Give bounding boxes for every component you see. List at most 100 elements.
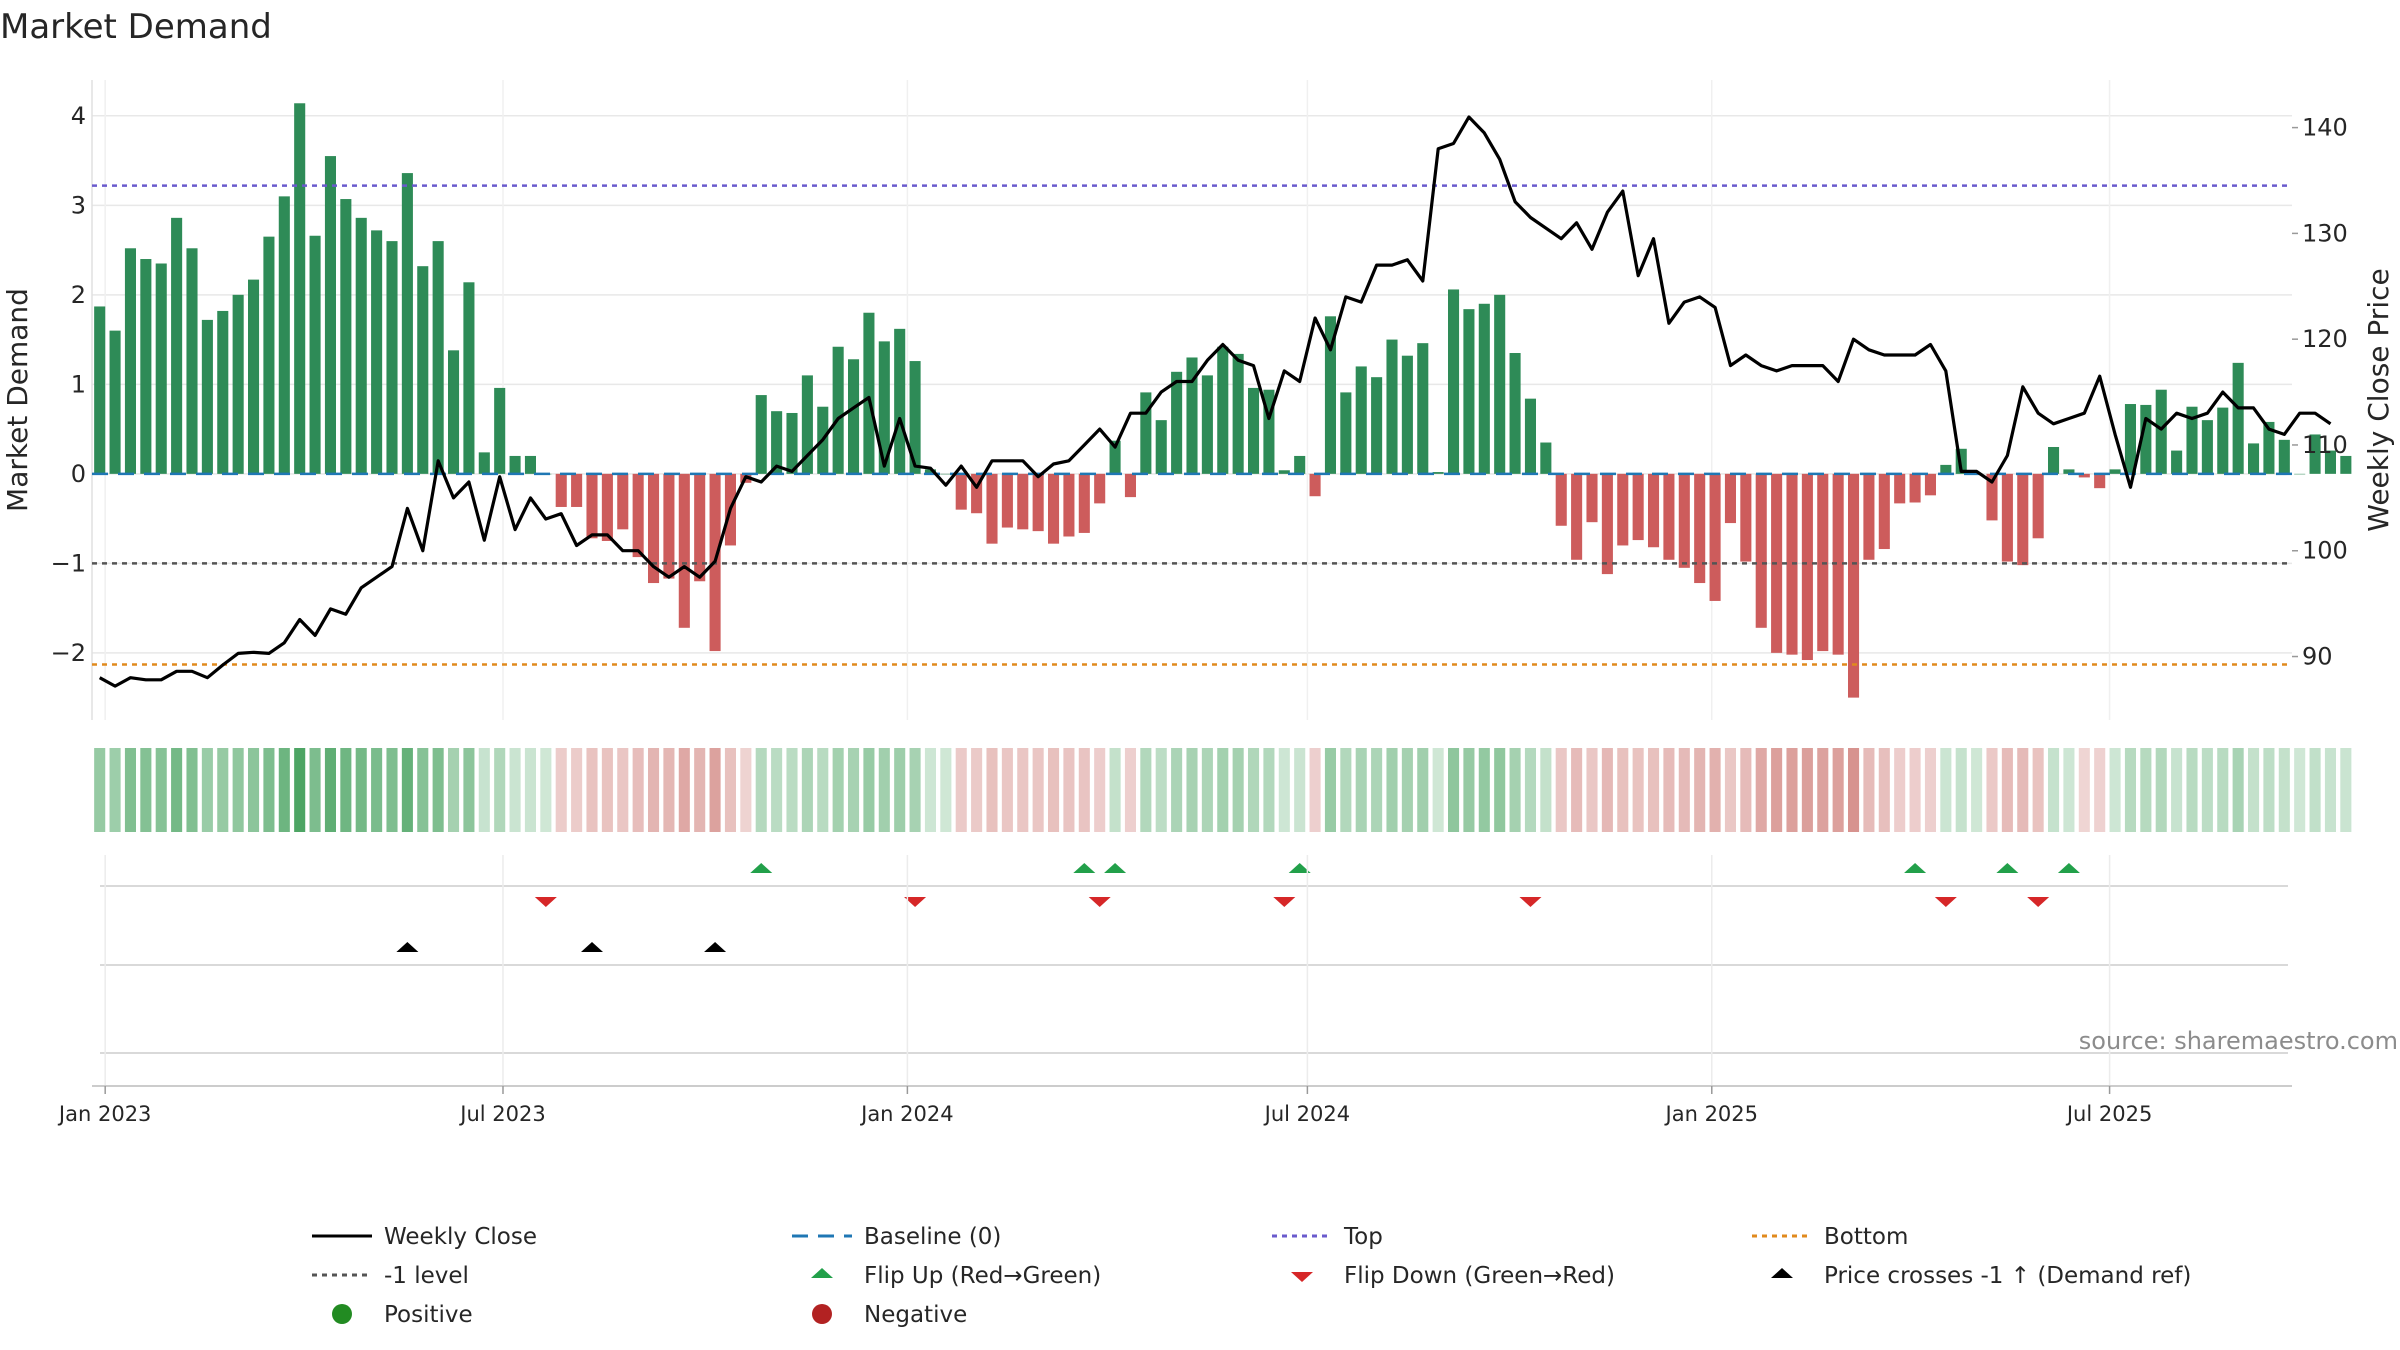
strip-cell [417, 748, 429, 832]
strip-cell [1294, 748, 1306, 832]
positive-demand-bar [2340, 455, 2352, 474]
negative-demand-bar [1601, 473, 1613, 575]
positive-demand-bar [878, 341, 890, 474]
positive-demand-bar [1186, 357, 1198, 474]
price-cross-marker [581, 942, 603, 952]
legend-label: Bottom [1824, 1224, 1908, 1250]
positive-demand-bar [1463, 309, 1475, 474]
strip-cell [1463, 748, 1475, 832]
strip-cell [2109, 748, 2121, 832]
positive-demand-bar [294, 103, 306, 474]
positive-demand-bar [940, 473, 952, 475]
strip-cell [648, 748, 660, 832]
source-label: source: sharemaestro.com [2079, 1027, 2398, 1055]
strip-cell [1817, 748, 1829, 832]
positive-demand-bar [232, 294, 244, 474]
positive-demand-bar [1324, 316, 1336, 474]
strip-cell [817, 748, 829, 832]
strip-cell [2048, 748, 2060, 832]
positive-demand-bar [401, 173, 413, 474]
strip-cell [586, 748, 598, 832]
strip-cell [2032, 748, 2044, 832]
strip-cell [1155, 748, 1167, 832]
flip-up-marker [1996, 863, 2019, 873]
positive-demand-bar [217, 310, 229, 474]
strip-cell [555, 748, 567, 832]
right-tick-label: 120 [2302, 325, 2348, 353]
negative-demand-bar [1063, 473, 1075, 537]
positive-demand-bar [1248, 387, 1260, 474]
strip-cell [2171, 748, 2183, 832]
positive-demand-bar [2109, 469, 2121, 474]
strip-cell [2140, 748, 2152, 832]
legend-label: Positive [384, 1302, 473, 1328]
negative-demand-bar [1124, 473, 1136, 498]
chart-title: Market Demand [0, 7, 272, 47]
legend-cross-swatch [1771, 1268, 1793, 1278]
strip-cell [2017, 748, 2029, 832]
positive-demand-bar [263, 236, 275, 474]
strip-cell [1248, 748, 1260, 832]
legend-label: Weekly Close [384, 1224, 537, 1250]
positive-demand-bar [124, 248, 136, 474]
right-tick-label: 140 [2302, 114, 2348, 142]
strip-cell [940, 748, 952, 832]
strip-cell [1924, 748, 1936, 832]
strip-cell [2186, 748, 2198, 832]
negative-demand-bar [1617, 473, 1629, 546]
positive-demand-bar [309, 235, 321, 474]
right-tick-label: 130 [2302, 219, 2348, 247]
negative-demand-bar [2032, 473, 2044, 539]
strip-cell [1555, 748, 1567, 832]
positive-demand-bar [2324, 450, 2336, 474]
negative-demand-bar [1663, 473, 1675, 560]
positive-demand-bar [1109, 440, 1121, 474]
strip-cell [540, 748, 552, 832]
strip-cell [201, 748, 213, 832]
legend-label: Price crosses -1 ↑ (Demand ref) [1824, 1263, 2191, 1289]
negative-demand-bar [632, 473, 644, 558]
positive-demand-bar [924, 469, 936, 474]
strip-cell [2248, 748, 2260, 832]
positive-demand-bar [786, 412, 798, 474]
flip-up-marker [1904, 863, 1927, 873]
strip-cell [1863, 748, 1875, 832]
positive-demand-bar [371, 230, 383, 474]
left-tick-label: 3 [71, 191, 86, 219]
negative-demand-bar [1924, 473, 1936, 496]
weekly-close-line [98, 115, 2332, 688]
negative-demand-bar [586, 473, 598, 539]
positive-demand-bar [1524, 398, 1536, 474]
strip-cell [663, 748, 675, 832]
strip-cell [478, 748, 490, 832]
strip-cell [2155, 748, 2167, 832]
positive-demand-bar [801, 375, 813, 474]
negative-demand-bar [1032, 473, 1044, 532]
strip-cell [1355, 748, 1367, 832]
positive-demand-bar [1509, 353, 1521, 474]
strip-cell [755, 748, 767, 832]
positive-demand-bar [340, 199, 352, 474]
left-tick-label: 2 [71, 281, 86, 309]
strip-cell [2063, 748, 2075, 832]
strip-cell [1786, 748, 1798, 832]
positive-demand-bar [2186, 406, 2198, 474]
strip-cell [1417, 748, 1429, 832]
strip-cell [601, 748, 613, 832]
price-cross-marker [704, 942, 727, 952]
legend-label: Baseline (0) [864, 1224, 1001, 1250]
strip-cell [1848, 748, 1860, 832]
negative-demand-bar [1048, 473, 1060, 544]
negative-demand-bar [2094, 473, 2106, 489]
strip-cell [771, 748, 783, 832]
strip-cell [1278, 748, 1290, 832]
strip-cell [1617, 748, 1629, 832]
strip-cell [217, 748, 229, 832]
positive-demand-bar [432, 241, 444, 474]
negative-demand-bar [955, 473, 967, 510]
positive-demand-bar [494, 387, 506, 474]
strip-cell [1709, 748, 1721, 832]
negative-demand-bar [1801, 473, 1813, 661]
negative-demand-bar [663, 473, 675, 579]
strip-cell [1832, 748, 1844, 832]
